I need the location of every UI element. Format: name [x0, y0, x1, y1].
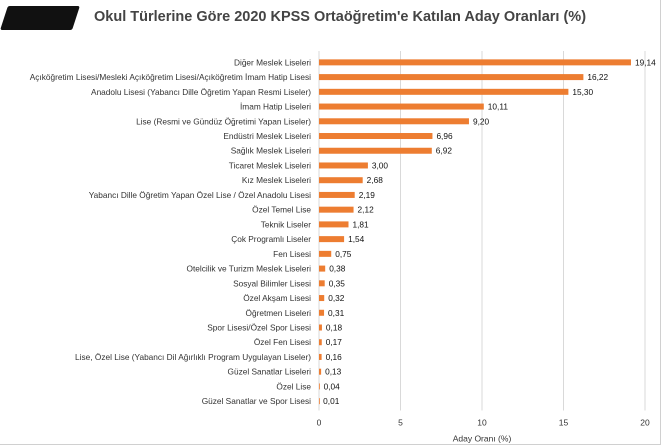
- category-label: Anadolu Lisesi (Yabancı Dille Öğretim Ya…: [91, 87, 311, 97]
- category-labels: Diğer Meslek Liseleri Açıköğretim Lisesi/…: [30, 57, 312, 406]
- data-label: 0,01: [323, 396, 340, 406]
- bar: [319, 162, 368, 169]
- category-label: Fen Lisesi: [273, 249, 311, 259]
- data-label: 3,00: [372, 160, 389, 170]
- category-label: Sosyal Bilimler Lisesi: [233, 278, 311, 288]
- category-label: Sağlık Meslek Liseleri: [231, 146, 311, 156]
- bar: [319, 398, 320, 405]
- data-label: 2,19: [359, 190, 376, 200]
- bar: [319, 250, 332, 257]
- category-label: Otelcilik ve Turizm Meslek Liseleri: [187, 264, 312, 274]
- category-label: Teknik Liseler: [261, 219, 312, 229]
- bar: [319, 339, 322, 346]
- data-label: 0,18: [326, 323, 343, 333]
- x-axis-title: Aday Oranı (%): [453, 434, 512, 444]
- data-label: 0,38: [329, 264, 346, 274]
- category-label: Özel Fen Lisesi: [254, 337, 311, 347]
- x-tick-label: 0: [317, 418, 322, 428]
- data-label: 0,13: [325, 367, 342, 377]
- bar: [319, 103, 484, 110]
- bar: [319, 206, 354, 213]
- data-label: 0,04: [324, 381, 341, 391]
- bar: [319, 265, 326, 272]
- data-label: 0,17: [326, 337, 343, 347]
- data-label: 6,96: [436, 131, 453, 141]
- data-label: 0,16: [326, 352, 343, 362]
- category-label: Endüstri Meslek Liseleri: [223, 131, 311, 141]
- bar: [319, 236, 345, 243]
- category-label: Lise (Resmi ve Gündüz Öğretimi Yapan Lis…: [136, 116, 311, 126]
- category-label: Lise, Özel Lise (Yabancı Dil Ağırlıklı P…: [75, 352, 311, 362]
- chart-title: Okul Türlerine Göre 2020 KPSS Ortaöğreti…: [94, 9, 587, 25]
- bar: [319, 59, 631, 66]
- bar: [319, 74, 584, 81]
- category-label: Kız Meslek Liseleri: [242, 175, 311, 185]
- data-label: 0,75: [335, 249, 352, 259]
- data-label: 0,35: [329, 278, 346, 288]
- data-label: 1,54: [348, 234, 365, 244]
- category-label: Öğretmen Liseleri: [246, 308, 312, 318]
- bar: [319, 280, 325, 287]
- data-label: 9,20: [473, 116, 490, 126]
- bar: [319, 353, 322, 360]
- x-tick-label: 20: [640, 418, 650, 428]
- bar: [319, 118, 469, 125]
- bar: [319, 177, 363, 184]
- x-tick-label: 5: [398, 418, 403, 428]
- bar: [319, 368, 322, 375]
- category-label: Ticaret Meslek Liseleri: [229, 160, 311, 170]
- grid-lines: [318, 51, 646, 411]
- value-labels: 19,14 16,22 15,30 10,11 9,20 6,96 6,92 3,00 2,68…: [323, 57, 656, 406]
- data-label: 1,81: [353, 219, 370, 229]
- bar: [319, 191, 355, 198]
- data-label: 0,31: [328, 308, 345, 318]
- bar: [319, 383, 320, 390]
- category-label: Güzel Sanatlar ve Spor Lisesi: [202, 396, 311, 406]
- x-tick-label: 10: [477, 418, 487, 428]
- data-label: 19,14: [635, 57, 656, 67]
- category-label: Yabancı Dille Öğretim Yapan Özel Lise / …: [89, 190, 311, 200]
- bar: [319, 221, 349, 228]
- bar: [319, 133, 433, 140]
- bar: [319, 147, 432, 154]
- data-label: 15,30: [572, 87, 593, 97]
- bar: [319, 309, 325, 316]
- data-label: 16,22: [587, 72, 608, 82]
- data-label: 6,92: [436, 146, 453, 156]
- category-label: Özel Akşam Lisesi: [243, 293, 311, 303]
- bars: [319, 59, 631, 405]
- data-label: 10,11: [488, 102, 509, 112]
- category-label: İmam Hatip Liseleri: [240, 102, 311, 112]
- x-tick-labels: 0 5 10 15 20: [317, 418, 650, 428]
- data-label: 0,32: [328, 293, 345, 303]
- data-label: 2,12: [358, 205, 375, 215]
- bar: [319, 324, 322, 331]
- bar: [319, 88, 569, 95]
- category-label: Özel Lise: [276, 381, 311, 391]
- category-label: Diğer Meslek Liseleri: [234, 57, 311, 67]
- data-label: 2,68: [367, 175, 384, 185]
- category-label: Açıköğretim Lisesi/Mesleki Açıköğretim L…: [30, 72, 311, 82]
- category-label: Çok Programlı Liseler: [231, 234, 311, 244]
- x-tick-label: 15: [559, 418, 569, 428]
- category-label: Özel Temel Lise: [252, 205, 311, 215]
- category-label: Güzel Sanatlar Liseleri: [228, 367, 312, 377]
- category-label: Spor Lisesi/Özel Spor Lisesi: [207, 323, 311, 333]
- bar: [319, 295, 325, 302]
